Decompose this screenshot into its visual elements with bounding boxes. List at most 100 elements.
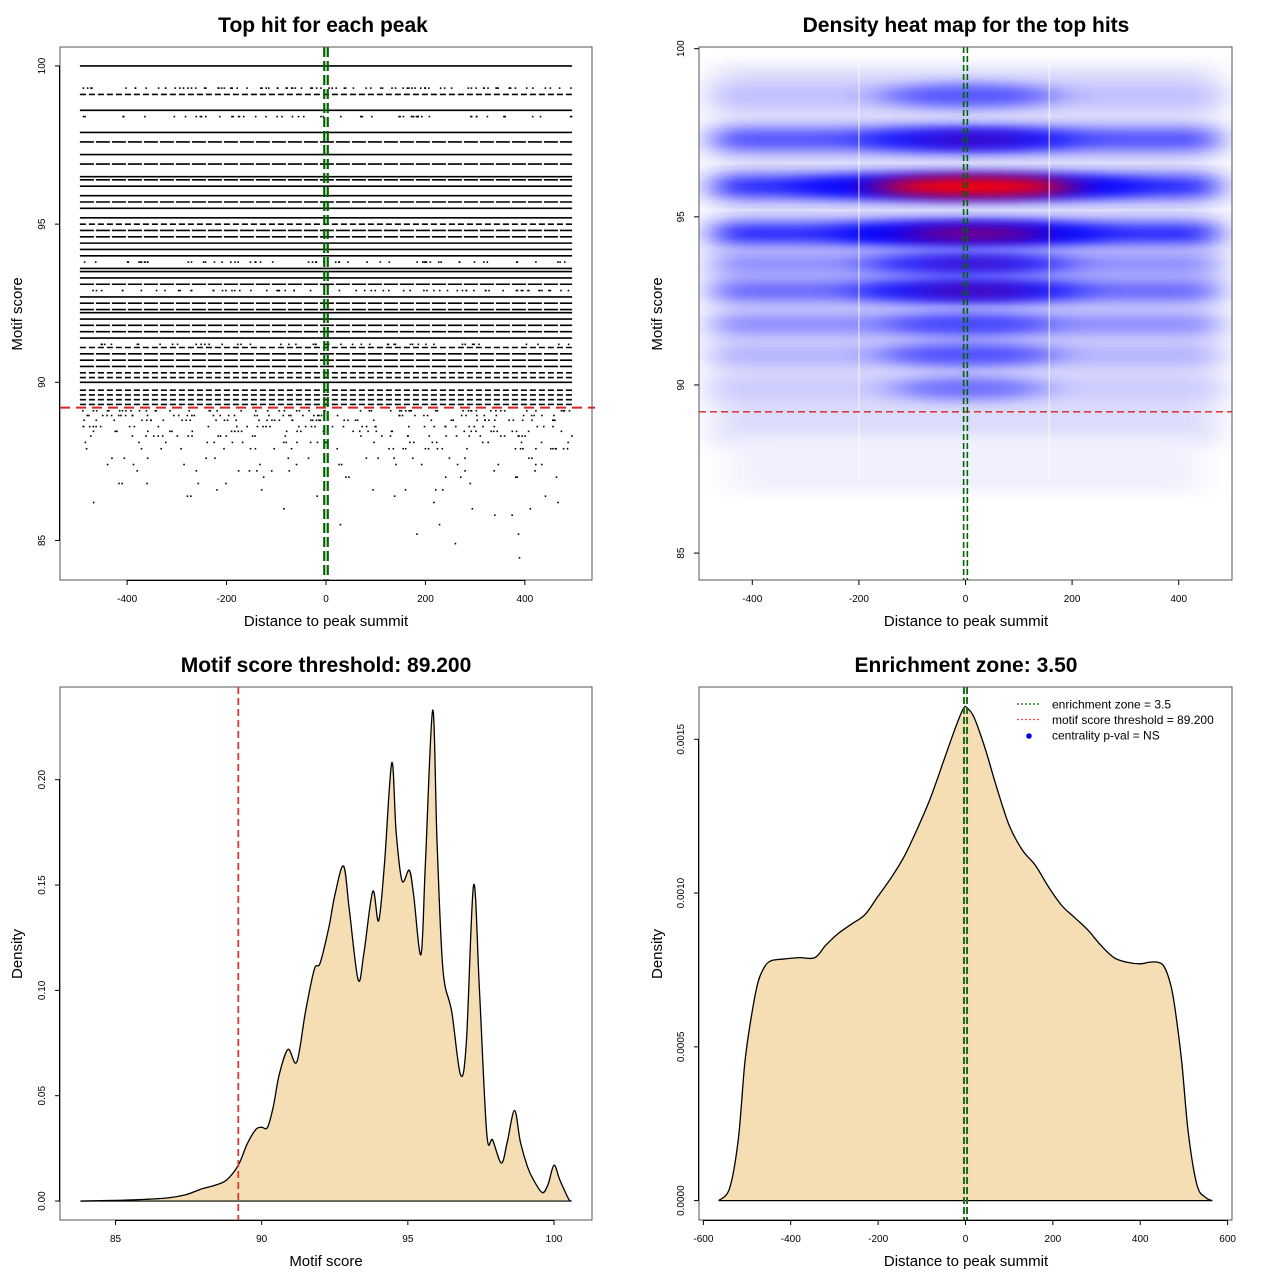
data-point (143, 261, 146, 263)
heatmap-band (714, 342, 1217, 367)
data-point (124, 414, 127, 417)
x-tick-label: 100 (546, 1234, 563, 1245)
panel-enrichment-density: Enrichment zone: 3.50 Distance to peak s… (649, 654, 1236, 1270)
data-point (423, 414, 425, 417)
data-point (285, 430, 288, 433)
data-point (454, 542, 457, 545)
data-point (430, 419, 433, 422)
data-point (213, 261, 216, 263)
data-point (503, 115, 505, 118)
data-point (503, 435, 506, 437)
score-row (82, 87, 572, 89)
data-point (515, 476, 517, 478)
data-point (336, 447, 339, 450)
data-point (428, 87, 430, 89)
data-point (515, 430, 518, 433)
data-point (200, 343, 202, 346)
data-point (454, 425, 457, 428)
data-point (209, 409, 211, 412)
data-point (82, 87, 85, 89)
data-point (172, 414, 175, 417)
data-point (535, 409, 537, 412)
data-point (266, 419, 268, 422)
data-point (100, 343, 103, 346)
data-point (92, 409, 95, 412)
data-point (320, 414, 323, 417)
data-point (558, 87, 561, 89)
data-point (520, 289, 523, 292)
data-point (531, 115, 534, 118)
data-point (411, 87, 413, 89)
data-point (242, 115, 245, 118)
data-point (291, 419, 293, 422)
data-point (92, 425, 95, 428)
legend-item: enrichment zone = 3.5 (1017, 698, 1171, 712)
data-point (266, 289, 268, 292)
data-point (372, 419, 375, 422)
data-point (493, 425, 496, 428)
y-axis-label: Motif score (9, 277, 26, 350)
data-point (402, 447, 404, 450)
y-tick-label: 95 (676, 211, 687, 223)
data-point (471, 343, 474, 346)
data-point (251, 435, 254, 437)
data-point (379, 87, 382, 89)
data-point (503, 409, 506, 412)
data-point (459, 476, 462, 478)
data-point (409, 441, 411, 444)
data-point (495, 409, 497, 412)
data-point (560, 409, 563, 412)
data-point (428, 115, 431, 118)
data-point (470, 115, 473, 118)
data-point (373, 441, 375, 444)
legend-item: motif score threshold = 89.200 (1017, 713, 1214, 727)
x-tick-label: 85 (110, 1234, 122, 1245)
data-point (566, 447, 569, 450)
data-point (140, 261, 143, 263)
data-point (540, 441, 543, 444)
data-point (528, 457, 530, 460)
data-point (433, 289, 435, 292)
data-point (208, 409, 211, 412)
data-point (297, 425, 300, 428)
data-point (416, 261, 418, 263)
data-point (559, 261, 561, 263)
data-point (435, 441, 438, 444)
data-point (470, 409, 473, 412)
data-point (340, 463, 343, 466)
data-point (95, 425, 97, 428)
data-point (569, 115, 572, 118)
data-point (328, 87, 330, 89)
data-point (557, 501, 559, 504)
data-point (230, 430, 233, 433)
data-point (271, 419, 273, 422)
data-point (240, 409, 242, 412)
data-point (157, 87, 160, 89)
data-point (483, 261, 485, 263)
data-point (176, 343, 179, 346)
y-tick-label: 95 (37, 218, 48, 230)
data-point (293, 289, 295, 292)
heatmap-hotspot (918, 132, 1028, 147)
data-point (310, 87, 312, 89)
data-point (360, 343, 363, 346)
data-point (427, 447, 430, 450)
data-point (527, 289, 530, 292)
data-point (450, 419, 453, 422)
data-point (342, 425, 345, 428)
heatmap-band (714, 251, 1217, 276)
data-point (234, 261, 236, 263)
heatmap-background-low (730, 435, 1201, 493)
data-point (508, 87, 511, 89)
data-point (370, 409, 373, 412)
score-row (82, 409, 571, 412)
data-point (554, 447, 557, 450)
data-point (402, 87, 404, 89)
y-axis-label: Density (649, 928, 666, 979)
y-tick-label: 90 (676, 379, 687, 391)
points-layer (79, 65, 573, 559)
data-point (521, 435, 523, 437)
data-point (371, 115, 373, 118)
data-point (82, 115, 85, 118)
data-point (441, 489, 444, 491)
